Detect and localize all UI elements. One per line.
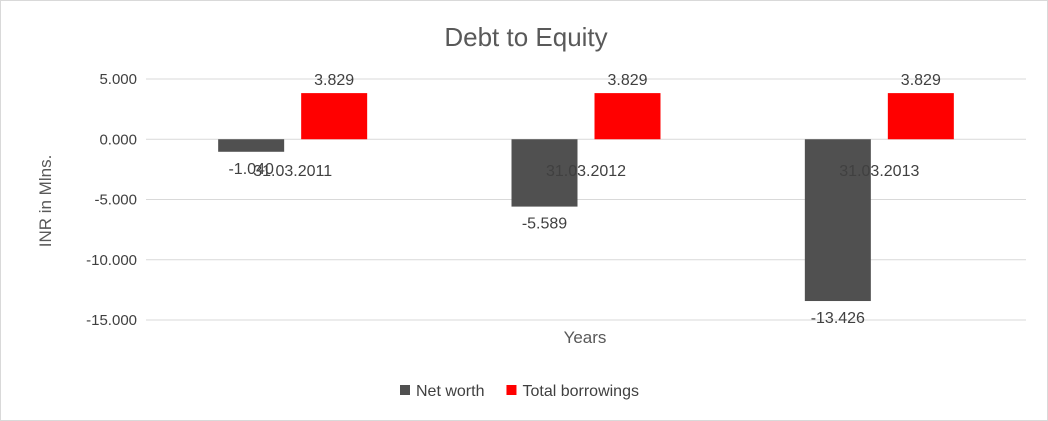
y-tick-label: 0.000 [99, 131, 137, 148]
y-tick-label: -15.000 [86, 312, 137, 329]
y-tick-label: 5.000 [99, 71, 137, 88]
data-label: 3.829 [901, 72, 941, 89]
y-axis-ticks: 5.000 0.000 -5.000 -10.000 -15.000 [86, 71, 137, 329]
legend-swatch [506, 385, 517, 395]
chart-title: Debt to Equity [444, 22, 607, 52]
data-label: -1.040 [228, 161, 273, 178]
x-axis-title: Years [564, 328, 607, 347]
y-axis-title: INR in Mlns. [36, 155, 55, 248]
y-tick-label: -5.000 [94, 192, 137, 209]
data-label: -5.589 [522, 216, 567, 233]
bar [511, 139, 578, 207]
category-label: 31.03.2011 [253, 163, 332, 180]
bar [804, 139, 871, 302]
bar [594, 93, 661, 140]
bars [218, 93, 954, 302]
legend-label: Total borrowings [522, 383, 639, 400]
data-label: 3.829 [314, 72, 354, 89]
y-tick-label: -10.000 [86, 252, 137, 269]
data-label: -13.426 [811, 310, 865, 327]
legend-swatch [400, 385, 410, 395]
legend: Net worth Total borrowings [400, 383, 639, 400]
category-label: 31.03.2013 [839, 163, 919, 180]
category-labels: 31.03.2011 31.03.2012 31.03.2013 [253, 163, 919, 180]
bar [887, 93, 954, 140]
legend-label: Net worth [416, 383, 484, 400]
bar [301, 93, 368, 140]
bar [218, 139, 285, 152]
gridlines [146, 78, 1026, 321]
category-label: 31.03.2012 [546, 163, 626, 180]
data-label: 3.829 [607, 72, 647, 89]
data-labels: -1.040 3.829 -5.589 3.829 -13.426 3.829 [228, 72, 940, 327]
